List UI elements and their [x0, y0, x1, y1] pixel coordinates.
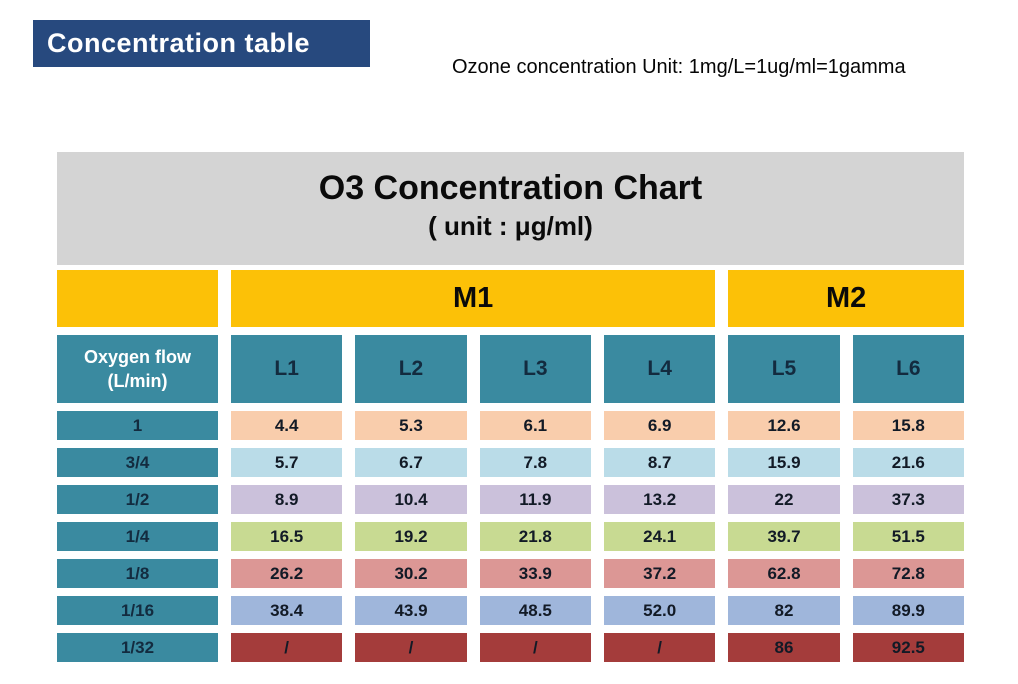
unit-note: Ozone concentration Unit: 1mg/L=1ug/ml=1… [452, 56, 906, 78]
group-header-row: M1 M2 [57, 270, 964, 327]
value-cell: 5.3 [355, 411, 467, 440]
table-row: 1/32 / / / / 86 92.5 [57, 633, 964, 662]
value-cell: 7.8 [479, 448, 591, 477]
table-row: 1/2 8.9 10.4 11.9 13.2 22 37.3 [57, 485, 964, 514]
row-header-cell: 1/16 [57, 596, 218, 625]
row-header-cell: 3/4 [57, 448, 218, 477]
column-header-l2: L2 [355, 335, 467, 403]
value-cell: 37.3 [852, 485, 964, 514]
value-cell: / [355, 633, 467, 662]
corner-header: Oxygen flow (L/min) [57, 335, 218, 403]
value-cell: 22 [728, 485, 840, 514]
concentration-table: O3 Concentration Chart ( unit : μg/ml) M… [57, 152, 964, 662]
row-header-cell: 1/2 [57, 485, 218, 514]
value-cell: 8.7 [604, 448, 716, 477]
value-cell: 43.9 [355, 596, 467, 625]
value-cell: 4.4 [231, 411, 343, 440]
column-header-l3: L3 [479, 335, 591, 403]
value-cell: 24.1 [604, 522, 716, 551]
table-row: 3/4 5.7 6.7 7.8 8.7 15.9 21.6 [57, 448, 964, 477]
group-header-m1: M1 [231, 270, 716, 327]
table-body: 1 4.4 5.3 6.1 6.9 12.6 15.8 3/4 5.7 6.7 7.8 8.7 15.9… [57, 411, 964, 662]
value-cell: 89.9 [852, 596, 964, 625]
table-row: 1/4 16.5 19.2 21.8 24.1 39.7 51.5 [57, 522, 964, 551]
row-header-cell: 1 [57, 411, 218, 440]
table-title-block: O3 Concentration Chart ( unit : μg/ml) [57, 152, 964, 265]
value-cell: 51.5 [852, 522, 964, 551]
value-cell: 19.2 [355, 522, 467, 551]
value-cell: 39.7 [728, 522, 840, 551]
value-cell: 6.9 [604, 411, 716, 440]
group-header-spacer [57, 270, 218, 327]
table-row: 1/8 26.2 30.2 33.9 37.2 62.8 72.8 [57, 559, 964, 588]
column-header-l5: L5 [728, 335, 840, 403]
value-cell: 38.4 [231, 596, 343, 625]
value-cell: 37.2 [604, 559, 716, 588]
value-cell: 5.7 [231, 448, 343, 477]
value-cell: 15.8 [852, 411, 964, 440]
row-header-cell: 1/4 [57, 522, 218, 551]
value-cell: 48.5 [479, 596, 591, 625]
corner-header-line2: (L/min) [107, 371, 168, 391]
value-cell: 26.2 [231, 559, 343, 588]
value-cell: 6.7 [355, 448, 467, 477]
column-header-l6: L6 [852, 335, 964, 403]
column-header-l4: L4 [604, 335, 716, 403]
value-cell: 8.9 [231, 485, 343, 514]
value-cell: 13.2 [604, 485, 716, 514]
value-cell: / [604, 633, 716, 662]
row-header-cell: 1/8 [57, 559, 218, 588]
value-cell: 72.8 [852, 559, 964, 588]
column-header-l1: L1 [231, 335, 343, 403]
corner-header-line1: Oxygen flow [83, 346, 191, 367]
value-cell: 16.5 [231, 522, 343, 551]
slide-title-badge: Concentration table [33, 20, 370, 67]
value-cell: 10.4 [355, 485, 467, 514]
table-title: O3 Concentration Chart [318, 169, 703, 207]
row-header-cell: 1/32 [57, 633, 218, 662]
value-cell: / [231, 633, 343, 662]
value-cell: 11.9 [479, 485, 591, 514]
column-header-row: Oxygen flow (L/min) L1 L2 L3 L4 L5 L6 [57, 335, 964, 403]
value-cell: 86 [728, 633, 840, 662]
table-row: 1 4.4 5.3 6.1 6.9 12.6 15.8 [57, 411, 964, 440]
value-cell: 15.9 [728, 448, 840, 477]
value-cell: / [479, 633, 591, 662]
value-cell: 21.6 [852, 448, 964, 477]
value-cell: 52.0 [604, 596, 716, 625]
value-cell: 30.2 [355, 559, 467, 588]
value-cell: 6.1 [479, 411, 591, 440]
value-cell: 12.6 [728, 411, 840, 440]
value-cell: 62.8 [728, 559, 840, 588]
value-cell: 82 [728, 596, 840, 625]
value-cell: 21.8 [479, 522, 591, 551]
value-cell: 92.5 [852, 633, 964, 662]
table-row: 1/16 38.4 43.9 48.5 52.0 82 89.9 [57, 596, 964, 625]
table-subtitle: ( unit : μg/ml) [428, 210, 593, 241]
value-cell: 33.9 [479, 559, 591, 588]
group-header-m2: M2 [728, 270, 964, 327]
